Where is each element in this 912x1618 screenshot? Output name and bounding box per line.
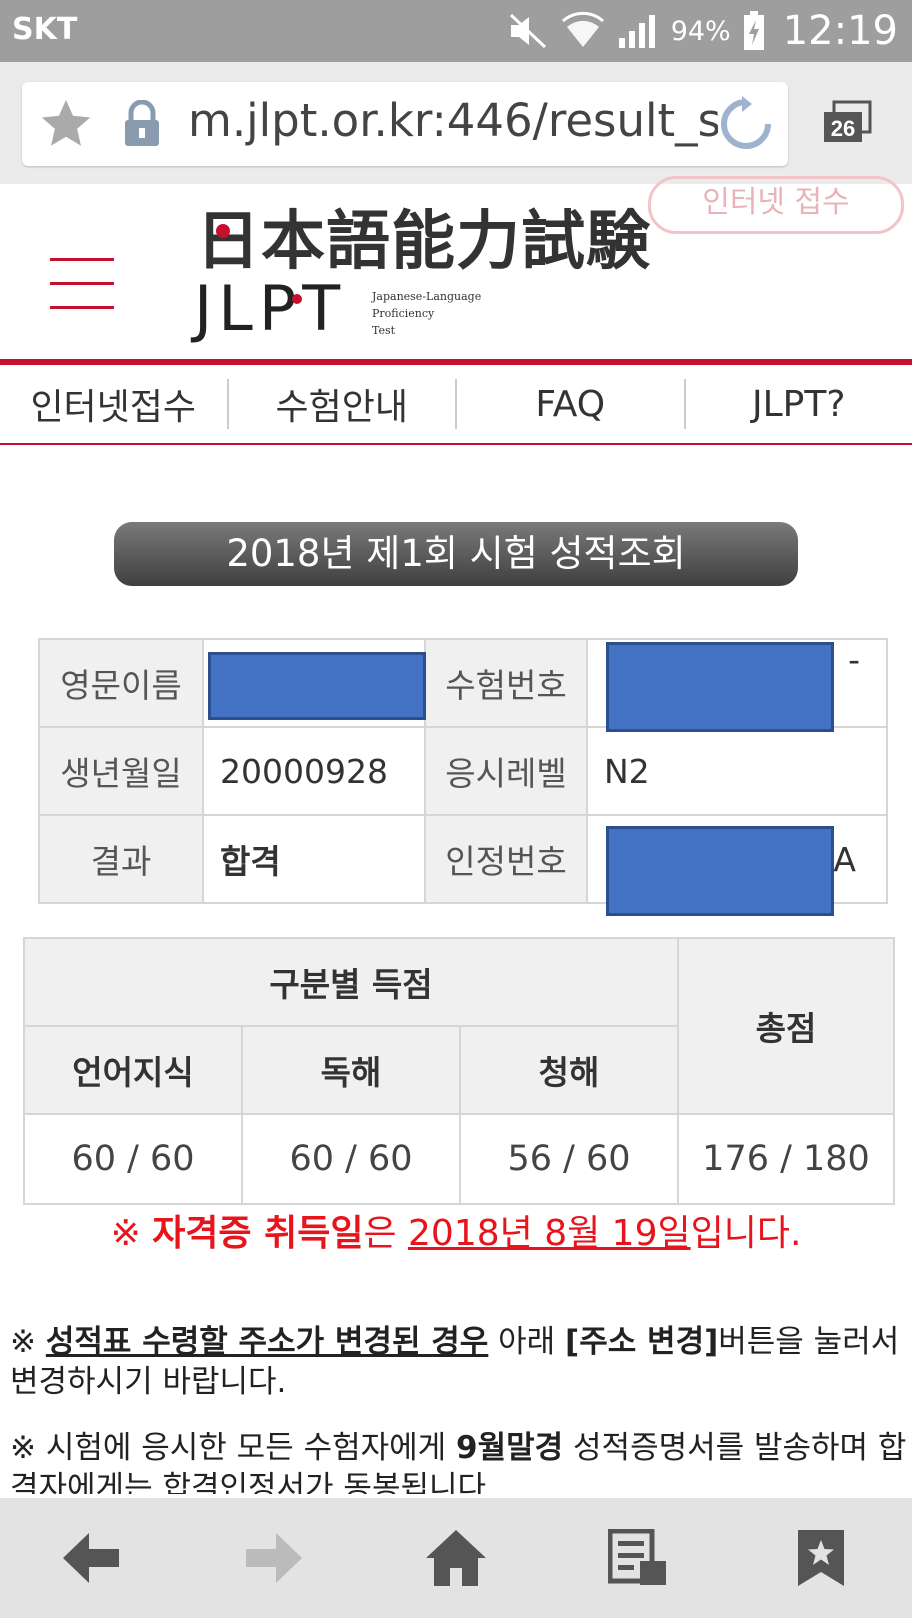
logo-subtitle: Japanese-Language Proficiency Test [372,290,482,337]
redaction-cert-number [606,826,834,916]
home-icon[interactable] [406,1508,506,1608]
nav-divider [455,379,457,429]
level-value: N2 [586,726,888,816]
total-score-header: 총점 [677,937,895,1115]
wifi-icon [561,11,605,51]
star-icon[interactable] [36,95,96,157]
birth-date-label: 생년월일 [38,726,204,816]
cert-number-label: 인정번호 [424,814,588,904]
internet-register-button[interactable]: 인터넷 접수 [648,176,904,234]
site-header: 日本語能力試験 JLPT Japanese-Language Proficien… [0,176,912,364]
level-label: 응시레벨 [424,726,588,816]
certificate-date-notice: ※ 자격증 취득일은 2018년 8월 19일입니다. [110,1213,802,1254]
col-listening: 청해 [459,1025,679,1115]
redaction-exam-number [606,642,834,732]
browser-bottom-bar [0,1498,912,1618]
result-title: 2018년 제1회 시험 성적조회 [114,522,798,586]
main-nav: 인터넷접수 수험안내 FAQ JLPT? [0,365,912,445]
col-reading: 독해 [241,1025,461,1115]
english-name-label: 영문이름 [38,638,204,728]
score-table: 구분별 득점 총점 언어지식 독해 청해 60 / 60 60 / 60 56 … [23,937,895,1205]
reload-icon[interactable] [718,96,774,156]
nav-item-jlpt[interactable]: JLPT? [752,383,846,425]
back-arrow-icon[interactable] [41,1508,141,1608]
score-listening: 56 / 60 [459,1113,679,1205]
nav-item-faq[interactable]: FAQ [535,383,606,425]
bookmarks-icon[interactable] [771,1508,871,1608]
mute-icon [507,13,549,49]
logo-japanese: 日本語能力試験 [196,204,651,279]
lock-icon [122,99,162,152]
tab-count: 26 [831,116,855,141]
section-score-header: 구분별 득점 [23,937,679,1027]
address-bar[interactable]: m.jlpt.or.kr:446/result_sc [22,82,788,166]
result-label: 결과 [38,814,204,904]
forward-arrow-icon[interactable] [224,1508,324,1608]
browser-toolbar: m.jlpt.or.kr:446/result_sc 26 [0,62,912,184]
nav-divider [226,379,229,429]
reader-mode-icon[interactable] [588,1508,688,1608]
col-language-knowledge: 언어지식 [23,1025,243,1115]
battery-charging-icon [743,11,765,51]
logo-red-dot-small [292,294,302,304]
exam-number-label: 수험번호 [424,638,588,728]
logo-red-dot [216,224,230,238]
clock: 12:19 [782,8,898,54]
birth-date-value: 20000928 [202,726,426,816]
battery-percent: 94% [670,15,731,47]
tab-switcher-button[interactable]: 26 [820,100,874,150]
logo-jlpt: JLPT [194,272,347,345]
nav-divider [683,379,686,429]
signal-icon [617,12,659,50]
carrier-name: SKT [12,12,78,47]
exam-number-tail: - [848,640,860,679]
certificate-mail-notice: ※ 시험에 응시한 모든 수험자에게 9월말경 성적증명서를 발송하며 합격자에… [10,1430,907,1494]
certificate-date: 2018년 8월 19일 [408,1213,691,1254]
url-text[interactable]: m.jlpt.or.kr:446/result_sc [188,94,718,147]
result-value: 합격 [202,814,426,904]
score-reading: 60 / 60 [241,1113,461,1205]
cert-number-tail: A [833,839,856,879]
score-total: 176 / 180 [677,1113,895,1205]
nav-item-internet-register[interactable]: 인터넷접수 [30,387,197,428]
status-bar: SKT 94% 12:19 [0,0,912,62]
nav-item-exam-guide[interactable]: 수험안내 [275,387,408,428]
address-change-notice: ※ 성적표 수령할 주소가 변경된 경우 아래 [주소 변경]버튼을 눌러서 변… [10,1324,900,1400]
score-language-knowledge: 60 / 60 [23,1113,243,1205]
redaction-english-name [208,652,426,720]
hamburger-menu-icon[interactable] [50,258,114,310]
header-divider [0,359,912,365]
